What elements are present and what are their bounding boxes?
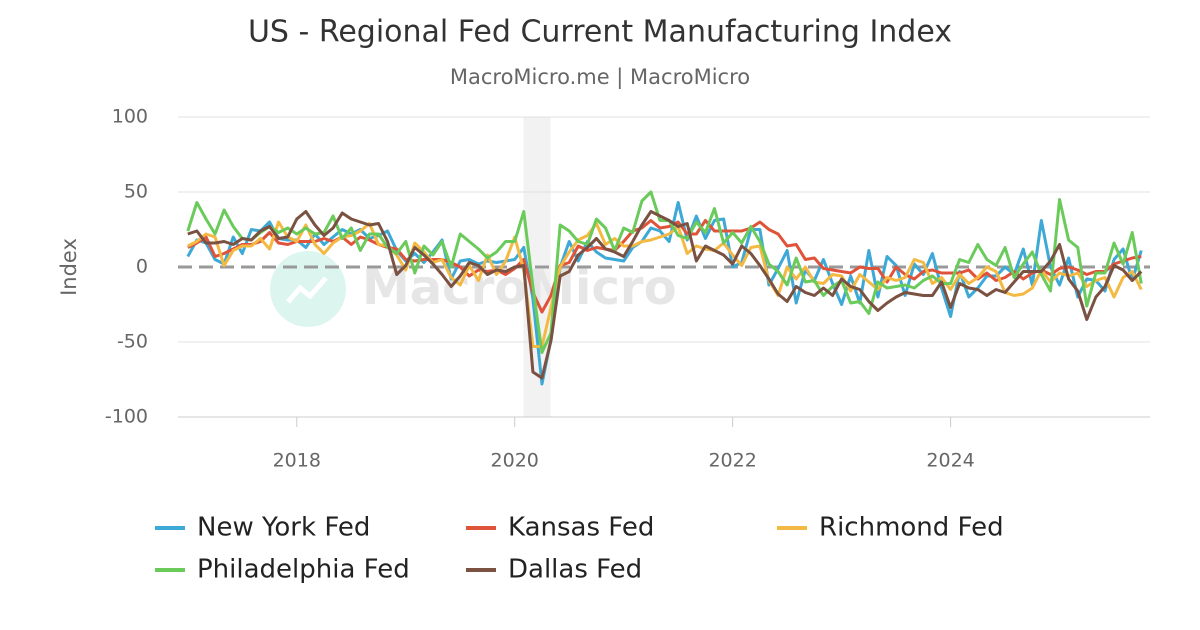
y-tick-label: -100: [105, 406, 148, 428]
legend-item: Kansas Fed: [466, 513, 654, 543]
x-tick-label: 2018: [273, 450, 321, 472]
legend-label: Philadelphia Fed: [197, 555, 410, 585]
chart-title: US - Regional Fed Current Manufacturing …: [248, 15, 952, 50]
y-tick-label: 100: [112, 106, 148, 128]
legend-item: Philadelphia Fed: [155, 555, 410, 585]
series-line: [187, 220, 1143, 348]
y-tick-label: -50: [117, 331, 148, 353]
y-axis-label: Index: [57, 238, 81, 296]
legend-label: Richmond Fed: [819, 513, 1004, 543]
y-tick-label: 0: [136, 256, 148, 278]
legend-item: New York Fed: [155, 513, 370, 543]
x-tick-label: 2020: [491, 450, 539, 472]
series-line: [187, 219, 1142, 314]
chart-subtitle: MacroMicro.me | MacroMicro: [450, 65, 750, 90]
legend-label: Dallas Fed: [508, 555, 642, 585]
x-tick-label: 2024: [926, 450, 974, 472]
legend-label: Kansas Fed: [508, 513, 654, 543]
legend-label: New York Fed: [197, 513, 370, 543]
series-line: [186, 190, 1143, 354]
legend-item: Dallas Fed: [466, 555, 642, 585]
x-tick-label: 2022: [708, 450, 756, 472]
series-line: [187, 210, 1143, 380]
y-tick-label: 50: [124, 181, 148, 203]
watermark-logo: [270, 251, 346, 327]
legend-item: Richmond Fed: [777, 513, 1004, 543]
